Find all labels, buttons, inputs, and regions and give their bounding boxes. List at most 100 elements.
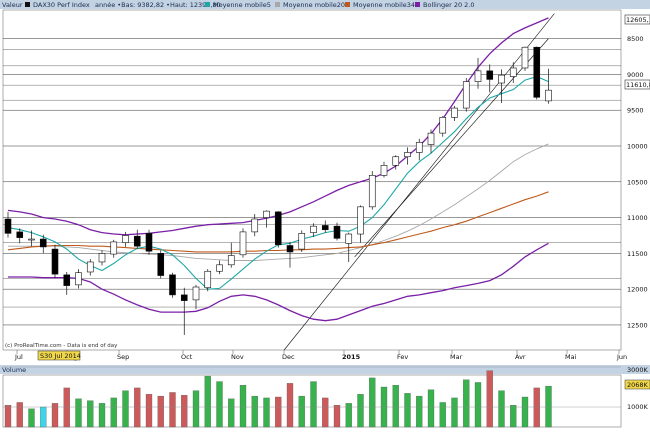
volume-bar: [239, 385, 247, 428]
candle-body: [216, 264, 223, 272]
volume-bar: [87, 400, 94, 428]
volume-bar: [63, 387, 70, 428]
volume-header: [0, 365, 650, 374]
candle-body: [310, 225, 317, 233]
price-tick-label: 9000: [627, 71, 644, 79]
volume-bar: [286, 383, 294, 428]
candle-body: [415, 142, 423, 153]
candle-body: [498, 74, 505, 84]
legend-ma34: Moyenne mobile34: [353, 1, 415, 9]
volume-bar: [474, 382, 482, 428]
last-close-value: 11610,8: [626, 81, 650, 89]
candle-body: [427, 132, 435, 145]
price-tick-label: 10500: [627, 178, 648, 186]
volume-tick-1000k: 1000K: [627, 403, 649, 411]
volume-bar: [533, 387, 540, 428]
candle-body: [345, 233, 353, 244]
volume-bar: [392, 385, 399, 428]
volume-bar: [251, 395, 258, 428]
candle-body: [204, 270, 212, 289]
volume-bar: [439, 402, 446, 428]
candle-body: [474, 70, 482, 82]
legend-ma5: Moyenne mobile5: [213, 1, 271, 9]
instrument-swatch: [25, 2, 30, 7]
month-label: Mar: [450, 353, 463, 361]
volume-bar: [16, 402, 23, 428]
candle-body: [133, 235, 141, 247]
volume-bar: [404, 393, 411, 428]
price-tick-label: 10000: [627, 143, 648, 151]
volume-bar: [369, 377, 376, 428]
candle-body: [321, 225, 329, 231]
candle-body: [521, 46, 529, 69]
volume-bar: [545, 385, 552, 428]
legend-bollinger: Bollinger 20 2.0: [423, 1, 475, 9]
candle-body: [39, 238, 47, 248]
candle-body: [98, 253, 106, 263]
ma20-line: [8, 143, 549, 261]
legend-swatch-bollinger: [415, 2, 420, 7]
candle-body: [357, 206, 364, 235]
candle-body: [333, 225, 341, 239]
candle-body: [16, 231, 24, 238]
candle-body: [227, 255, 235, 266]
candle-body: [157, 253, 165, 276]
candle-body: [462, 81, 470, 109]
volume-bar: [263, 397, 270, 428]
cursor-date-tag: [37, 350, 81, 361]
candle-body: [251, 218, 259, 233]
volume-bar: [204, 375, 211, 428]
volume-bar: [122, 390, 129, 428]
price-tick-label: 12000: [627, 286, 648, 294]
volume-bar: [181, 395, 188, 428]
month-label: Sep: [117, 353, 129, 361]
candle-body: [63, 274, 71, 286]
volume-bar: [145, 394, 153, 428]
candle-body: [439, 117, 447, 134]
candle-body: [451, 107, 458, 118]
month-label: Jun: [616, 353, 627, 361]
last-close-tag: [624, 79, 650, 90]
candle-body: [180, 294, 188, 301]
volume-bar: [427, 389, 435, 428]
candle-body: [110, 241, 118, 255]
candle-body: [533, 46, 541, 98]
volume-bar: [40, 406, 47, 428]
candle-body: [4, 218, 12, 234]
candle-body: [169, 274, 176, 296]
candle-body: [75, 272, 82, 286]
candle-body: [380, 165, 388, 176]
candle-body: [86, 261, 94, 273]
trendline-lower: [283, 13, 555, 351]
header-bar: [0, 0, 650, 9]
volume-bar: [510, 405, 517, 428]
volume-bar: [298, 395, 305, 428]
volume-bar: [486, 370, 493, 428]
volume-bar: [521, 396, 529, 428]
month-label: Jul: [14, 353, 23, 361]
month-label: Mai: [565, 353, 577, 361]
last-high-value: 12605,1: [626, 16, 650, 24]
volume-bar: [192, 390, 200, 428]
candle-body: [404, 152, 411, 158]
time-axis: [0, 351, 650, 361]
month-label: Dec: [282, 353, 295, 361]
volume-bar: [463, 379, 470, 428]
candle-body: [486, 70, 494, 80]
ma34-line: [7, 191, 549, 253]
legend-swatch-ma5: [205, 2, 210, 7]
candle-body: [286, 245, 294, 253]
volume-current: 2068K: [627, 381, 649, 389]
volume-bar: [498, 390, 505, 428]
volume-bar: [28, 408, 35, 428]
legend-swatch-ma34: [345, 2, 350, 7]
candle-body: [239, 231, 247, 256]
volume-bar: [451, 397, 458, 428]
volume-bar: [345, 403, 352, 428]
candle-body: [509, 67, 517, 77]
legend-swatch-ma20: [275, 2, 280, 7]
volume-bar: [110, 397, 117, 428]
bollinger-lower-line: [8, 242, 549, 322]
